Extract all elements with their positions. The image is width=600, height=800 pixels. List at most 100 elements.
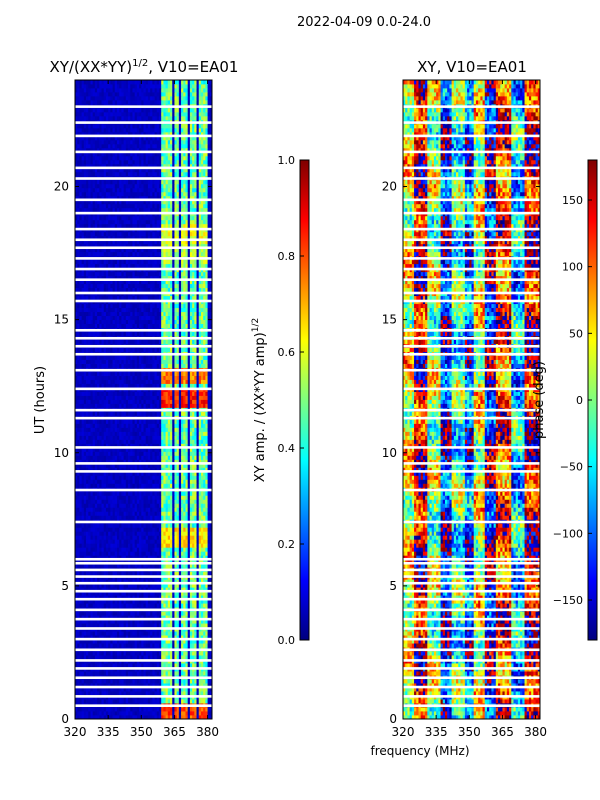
heatmap-cell	[132, 475, 136, 480]
heatmap-cell	[101, 711, 105, 716]
heatmap-cell	[108, 615, 111, 620]
heatmap-cell	[99, 483, 102, 488]
heatmap-cell	[123, 635, 127, 640]
heatmap-cell	[110, 555, 113, 560]
heatmap-cell	[178, 639, 182, 644]
heatmap-cell	[189, 619, 193, 624]
heatmap-cell	[181, 679, 184, 684]
heatmap-cell	[114, 479, 118, 484]
heatmap-cell	[105, 531, 109, 536]
heatmap-cell	[178, 555, 182, 560]
heatmap-cell	[119, 631, 122, 636]
heatmap-cell	[88, 511, 91, 516]
heatmap-cell	[163, 611, 166, 616]
heatmap-cell	[209, 547, 213, 552]
heatmap-cell	[130, 639, 133, 644]
heatmap-cell	[132, 603, 136, 608]
heatmap-cell	[200, 631, 204, 636]
heatmap-cell	[205, 563, 208, 568]
heatmap-cell	[141, 687, 144, 692]
heatmap-cell	[121, 503, 125, 508]
heatmap-cell	[83, 495, 87, 500]
heatmap-cell	[167, 671, 171, 676]
heatmap-cell	[209, 651, 213, 656]
heatmap-cell	[77, 551, 80, 556]
heatmap-cell	[116, 611, 120, 616]
heatmap-cell	[88, 679, 91, 684]
heatmap-cell	[128, 591, 131, 596]
heatmap-cell	[121, 515, 125, 520]
heatmap-cell	[119, 563, 122, 568]
heatmap-cell	[94, 615, 98, 620]
heatmap-cell	[194, 683, 197, 688]
heatmap-cell	[158, 623, 162, 628]
heatmap-cell	[192, 499, 195, 504]
heatmap-cell	[83, 563, 87, 568]
heatmap-cell	[165, 683, 169, 688]
heatmap-cell	[161, 543, 164, 548]
heatmap-cell	[123, 539, 127, 544]
heatmap-cell	[88, 467, 91, 472]
heatmap-cell	[147, 687, 151, 692]
heatmap-cell	[189, 671, 193, 676]
heatmap-cell	[156, 699, 160, 704]
heatmap-cell	[136, 511, 140, 516]
heatmap-cell	[209, 663, 213, 668]
heatmap-cell	[200, 547, 204, 552]
heatmap-cell	[165, 499, 169, 504]
heatmap-cell	[150, 615, 153, 620]
heatmap-cell	[112, 571, 116, 576]
heatmap-cell	[181, 635, 184, 640]
heatmap-cell	[125, 611, 129, 616]
heatmap-cell	[147, 579, 151, 584]
heatmap-cell	[136, 663, 140, 668]
heatmap-cell	[198, 715, 202, 720]
heatmap-cell	[143, 651, 147, 656]
heatmap-cell	[143, 655, 147, 660]
heatmap-cell	[196, 699, 200, 704]
heatmap-cell	[99, 491, 102, 496]
heatmap-cell	[172, 679, 175, 684]
heatmap-cell	[90, 643, 94, 648]
heatmap-cell	[79, 539, 83, 544]
heatmap-cell	[196, 631, 200, 636]
heatmap-cell	[143, 543, 147, 548]
heatmap-cell	[99, 507, 102, 512]
heatmap-cell	[167, 475, 171, 480]
heatmap-cell	[90, 687, 94, 692]
heatmap-cell	[181, 491, 184, 496]
heatmap-cell	[152, 631, 155, 636]
heatmap-cell	[128, 683, 131, 688]
heatmap-cell	[178, 511, 182, 516]
heatmap-cell	[167, 571, 171, 576]
heatmap-cell	[101, 587, 105, 592]
heatmap-cell	[123, 547, 127, 552]
heatmap-cell	[114, 539, 118, 544]
heatmap-cell	[90, 615, 94, 620]
heatmap-cell	[154, 615, 158, 620]
heatmap-cell	[128, 707, 131, 712]
heatmap-cell	[79, 467, 83, 472]
heatmap-cell	[136, 555, 140, 560]
heatmap-cell	[105, 639, 109, 644]
heatmap-cell	[165, 583, 169, 588]
heatmap-cell	[209, 563, 213, 568]
heatmap-cell	[103, 539, 107, 544]
heatmap-cell	[158, 615, 162, 620]
heatmap-cell	[75, 623, 78, 628]
heatmap-cell	[103, 603, 107, 608]
heatmap-cell	[90, 603, 94, 608]
heatmap-cell	[99, 711, 102, 716]
heatmap-cell	[92, 559, 96, 564]
heatmap-cell	[187, 663, 191, 668]
heatmap-cell	[123, 543, 127, 548]
heatmap-cell	[90, 691, 94, 696]
heatmap-cell	[90, 491, 94, 496]
heatmap-cell	[196, 683, 200, 688]
heatmap-cell	[172, 671, 175, 676]
heatmap-cell	[156, 479, 160, 484]
heatmap-cell	[112, 495, 116, 500]
heatmap-cell	[183, 643, 186, 648]
heatmap-cell	[114, 515, 118, 520]
heatmap-cell	[176, 527, 180, 532]
